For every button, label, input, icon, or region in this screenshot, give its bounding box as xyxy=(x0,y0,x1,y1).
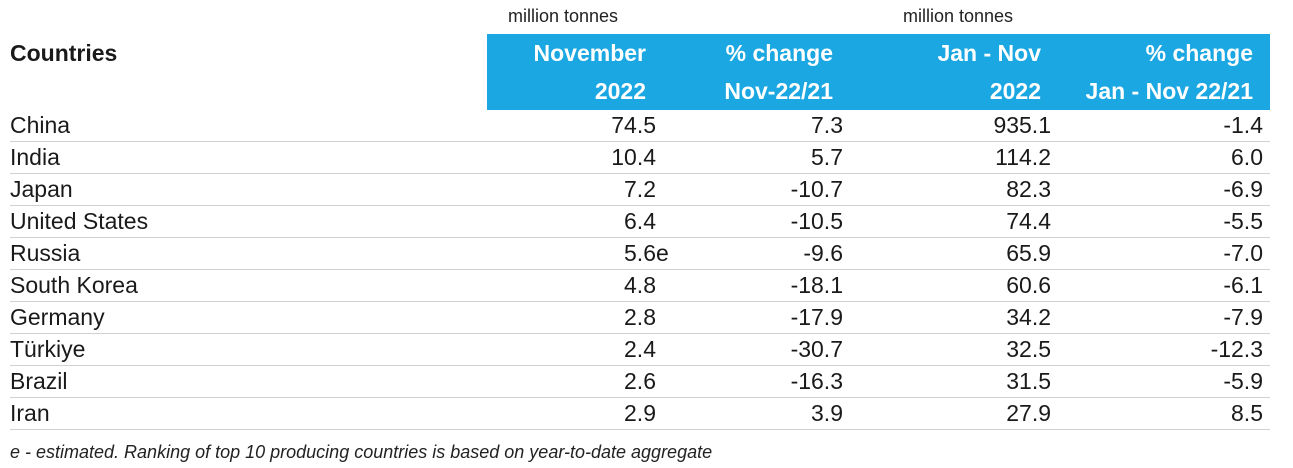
ytd-value: 27.9 xyxy=(1006,400,1051,426)
country-name: Japan xyxy=(10,176,73,202)
header-ytd-change-line1: % change xyxy=(1145,40,1253,66)
november-change: -10.7 xyxy=(790,176,843,202)
ytd-value: 65.9 xyxy=(1006,240,1051,266)
november-value: 2.4 xyxy=(624,336,656,362)
unit-label-ytd: million tonnes xyxy=(903,6,1014,26)
november-change: -18.1 xyxy=(790,272,843,298)
ytd-change: -7.0 xyxy=(1223,240,1263,266)
country-name: South Korea xyxy=(10,272,138,298)
november-value: 7.2 xyxy=(624,176,656,202)
november-value: 2.6 xyxy=(624,368,656,394)
country-name: China xyxy=(10,112,71,138)
november-change: -16.3 xyxy=(790,368,843,394)
country-name: Iran xyxy=(10,400,50,426)
november-change: 5.7 xyxy=(811,144,843,170)
table-row: South Korea 4.8 -18.1 60.6 -6.1 xyxy=(10,270,1270,302)
ytd-change: -5.5 xyxy=(1223,208,1263,234)
ytd-value: 31.5 xyxy=(1006,368,1051,394)
table-row: Germany 2.8 -17.9 34.2 -7.9 xyxy=(10,302,1270,334)
ytd-value: 82.3 xyxy=(1006,176,1051,202)
ytd-change: -12.3 xyxy=(1210,336,1263,362)
country-name: Germany xyxy=(10,304,105,330)
table-row: Türkiye 2.4 -30.7 32.5 -12.3 xyxy=(10,334,1270,366)
november-change: -30.7 xyxy=(790,336,843,362)
ytd-value: 114.2 xyxy=(995,144,1051,170)
estimate-flag: e xyxy=(656,240,669,266)
table-row: Iran 2.9 3.9 27.9 8.5 xyxy=(10,398,1270,430)
ytd-value: 74.4 xyxy=(1006,208,1051,234)
november-value: 2.9 xyxy=(624,400,656,426)
november-change: -10.5 xyxy=(790,208,843,234)
country-name: Russia xyxy=(10,240,81,266)
header-ytd-change: % change Jan - Nov 22/21 xyxy=(1086,34,1253,110)
november-change: 7.3 xyxy=(811,112,843,138)
ytd-value: 32.5 xyxy=(1006,336,1051,362)
ytd-change: -6.9 xyxy=(1223,176,1263,202)
table-row: India 10.4 5.7 114.2 6.0 xyxy=(10,142,1270,174)
data-table-body: China 74.5 7.3 935.1 -1.4 India 10.4 5.7… xyxy=(10,110,1270,430)
table-row: Japan 7.2 -10.7 82.3 -6.9 xyxy=(10,174,1270,206)
november-value: 74.5 xyxy=(611,112,656,138)
ytd-value: 60.6 xyxy=(1006,272,1051,298)
header-november-line2: 2022 xyxy=(594,78,646,104)
november-value: 4.8 xyxy=(624,272,656,298)
header-jan-nov-line2: 2022 xyxy=(989,78,1041,104)
country-name: Brazil xyxy=(10,368,68,394)
november-value: 2.8 xyxy=(624,304,656,330)
country-name: United States xyxy=(10,208,149,234)
header-nov-change-line2: Nov-22/21 xyxy=(724,78,833,104)
table-row: China 74.5 7.3 935.1 -1.4 xyxy=(10,110,1270,142)
november-change: -9.6 xyxy=(803,240,843,266)
header-jan-nov-line1: Jan - Nov xyxy=(937,40,1041,66)
november-change: 3.9 xyxy=(811,400,843,426)
header-ytd-change-line2: Jan - Nov 22/21 xyxy=(1085,78,1253,104)
ytd-change: 6.0 xyxy=(1231,144,1263,170)
table-row: Brazil 2.6 -16.3 31.5 -5.9 xyxy=(10,366,1270,398)
table-row: United States 6.4 -10.5 74.4 -5.5 xyxy=(10,206,1270,238)
ytd-change: -5.9 xyxy=(1223,368,1263,394)
header-nov-change: % change Nov-22/21 xyxy=(724,34,833,110)
header-nov-change-line1: % change xyxy=(725,40,833,66)
november-value: 6.4 xyxy=(624,208,656,234)
header-jan-nov-2022: Jan - Nov 2022 xyxy=(937,34,1041,110)
header-november-2022: November 2022 xyxy=(534,34,646,110)
country-name: India xyxy=(10,144,60,170)
ytd-change: 8.5 xyxy=(1231,400,1263,426)
table-row: Russia 5.6 e -9.6 65.9 -7.0 xyxy=(10,238,1270,270)
ytd-change: -1.4 xyxy=(1223,112,1263,138)
countries-header: Countries xyxy=(10,40,118,66)
column-header-bar: November 2022 % change Nov-22/21 Jan - N… xyxy=(487,34,1270,110)
country-name: Türkiye xyxy=(10,336,86,362)
november-value: 10.4 xyxy=(611,144,656,170)
november-value: 5.6 xyxy=(624,240,656,266)
footnote: e - estimated. Ranking of top 10 produci… xyxy=(10,442,713,462)
ytd-change: -6.1 xyxy=(1223,272,1263,298)
ytd-value: 34.2 xyxy=(1006,304,1051,330)
ytd-value: 935.1 xyxy=(993,112,1051,138)
unit-label-november: million tonnes xyxy=(508,6,619,26)
header-november-line1: November xyxy=(533,40,646,66)
ytd-change: -7.9 xyxy=(1223,304,1263,330)
november-change: -17.9 xyxy=(790,304,843,330)
